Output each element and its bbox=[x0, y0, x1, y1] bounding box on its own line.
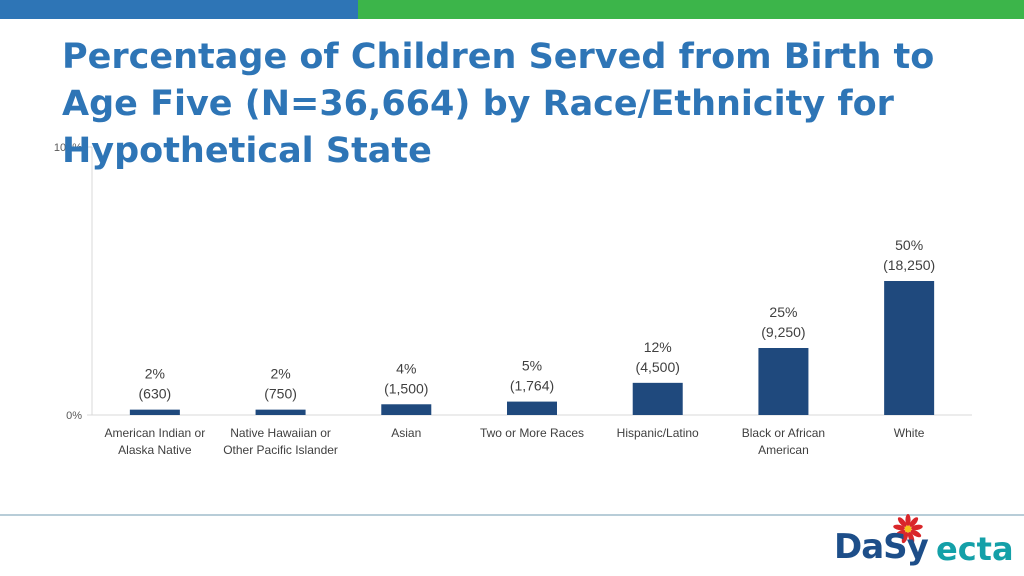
data-label: 25% (9,250) bbox=[761, 304, 805, 340]
data-label: 2% (750) bbox=[264, 366, 297, 402]
bar bbox=[507, 401, 557, 415]
x-tick-label: Hispanic/Latino bbox=[617, 426, 699, 440]
x-tick-label: American Indian or Alaska Native bbox=[104, 426, 205, 457]
y-tick-label: 0% bbox=[66, 410, 82, 422]
x-tick-label: Native Hawaiian or Other Pacific Islander bbox=[223, 426, 338, 457]
ecta-logo[interactable]: ecta bbox=[936, 530, 1014, 568]
header-bar-blue bbox=[0, 0, 358, 19]
y-tick-label: 100% bbox=[54, 142, 82, 154]
bar bbox=[632, 382, 683, 415]
bar bbox=[129, 409, 180, 415]
data-label: 5% (1,764) bbox=[510, 358, 554, 394]
bar bbox=[758, 348, 809, 415]
footer-divider bbox=[0, 514, 1024, 516]
slide-title: Percentage of Children Served from Birth… bbox=[62, 37, 935, 171]
bar bbox=[255, 409, 306, 415]
bar bbox=[884, 281, 935, 415]
bar-chart: 0% 100% 2% (630) American Indian or Alaska Na… bbox=[54, 142, 972, 457]
header-bar-green bbox=[358, 0, 1024, 19]
data-label: 2% (630) bbox=[139, 366, 172, 402]
x-tick-label: Black or African American bbox=[742, 426, 825, 457]
dasy-flower-icon bbox=[893, 514, 923, 544]
x-tick-label: Asian bbox=[391, 426, 421, 440]
x-tick-label: Two or More Races bbox=[480, 426, 584, 440]
dasy-logo[interactable]: DaSy bbox=[834, 527, 929, 567]
data-label: 50% (18,250) bbox=[883, 237, 935, 273]
x-tick-label: White bbox=[894, 426, 925, 440]
bar bbox=[381, 404, 432, 415]
data-label: 4% (1,500) bbox=[384, 360, 428, 396]
data-label: 12% (4,500) bbox=[636, 339, 680, 375]
